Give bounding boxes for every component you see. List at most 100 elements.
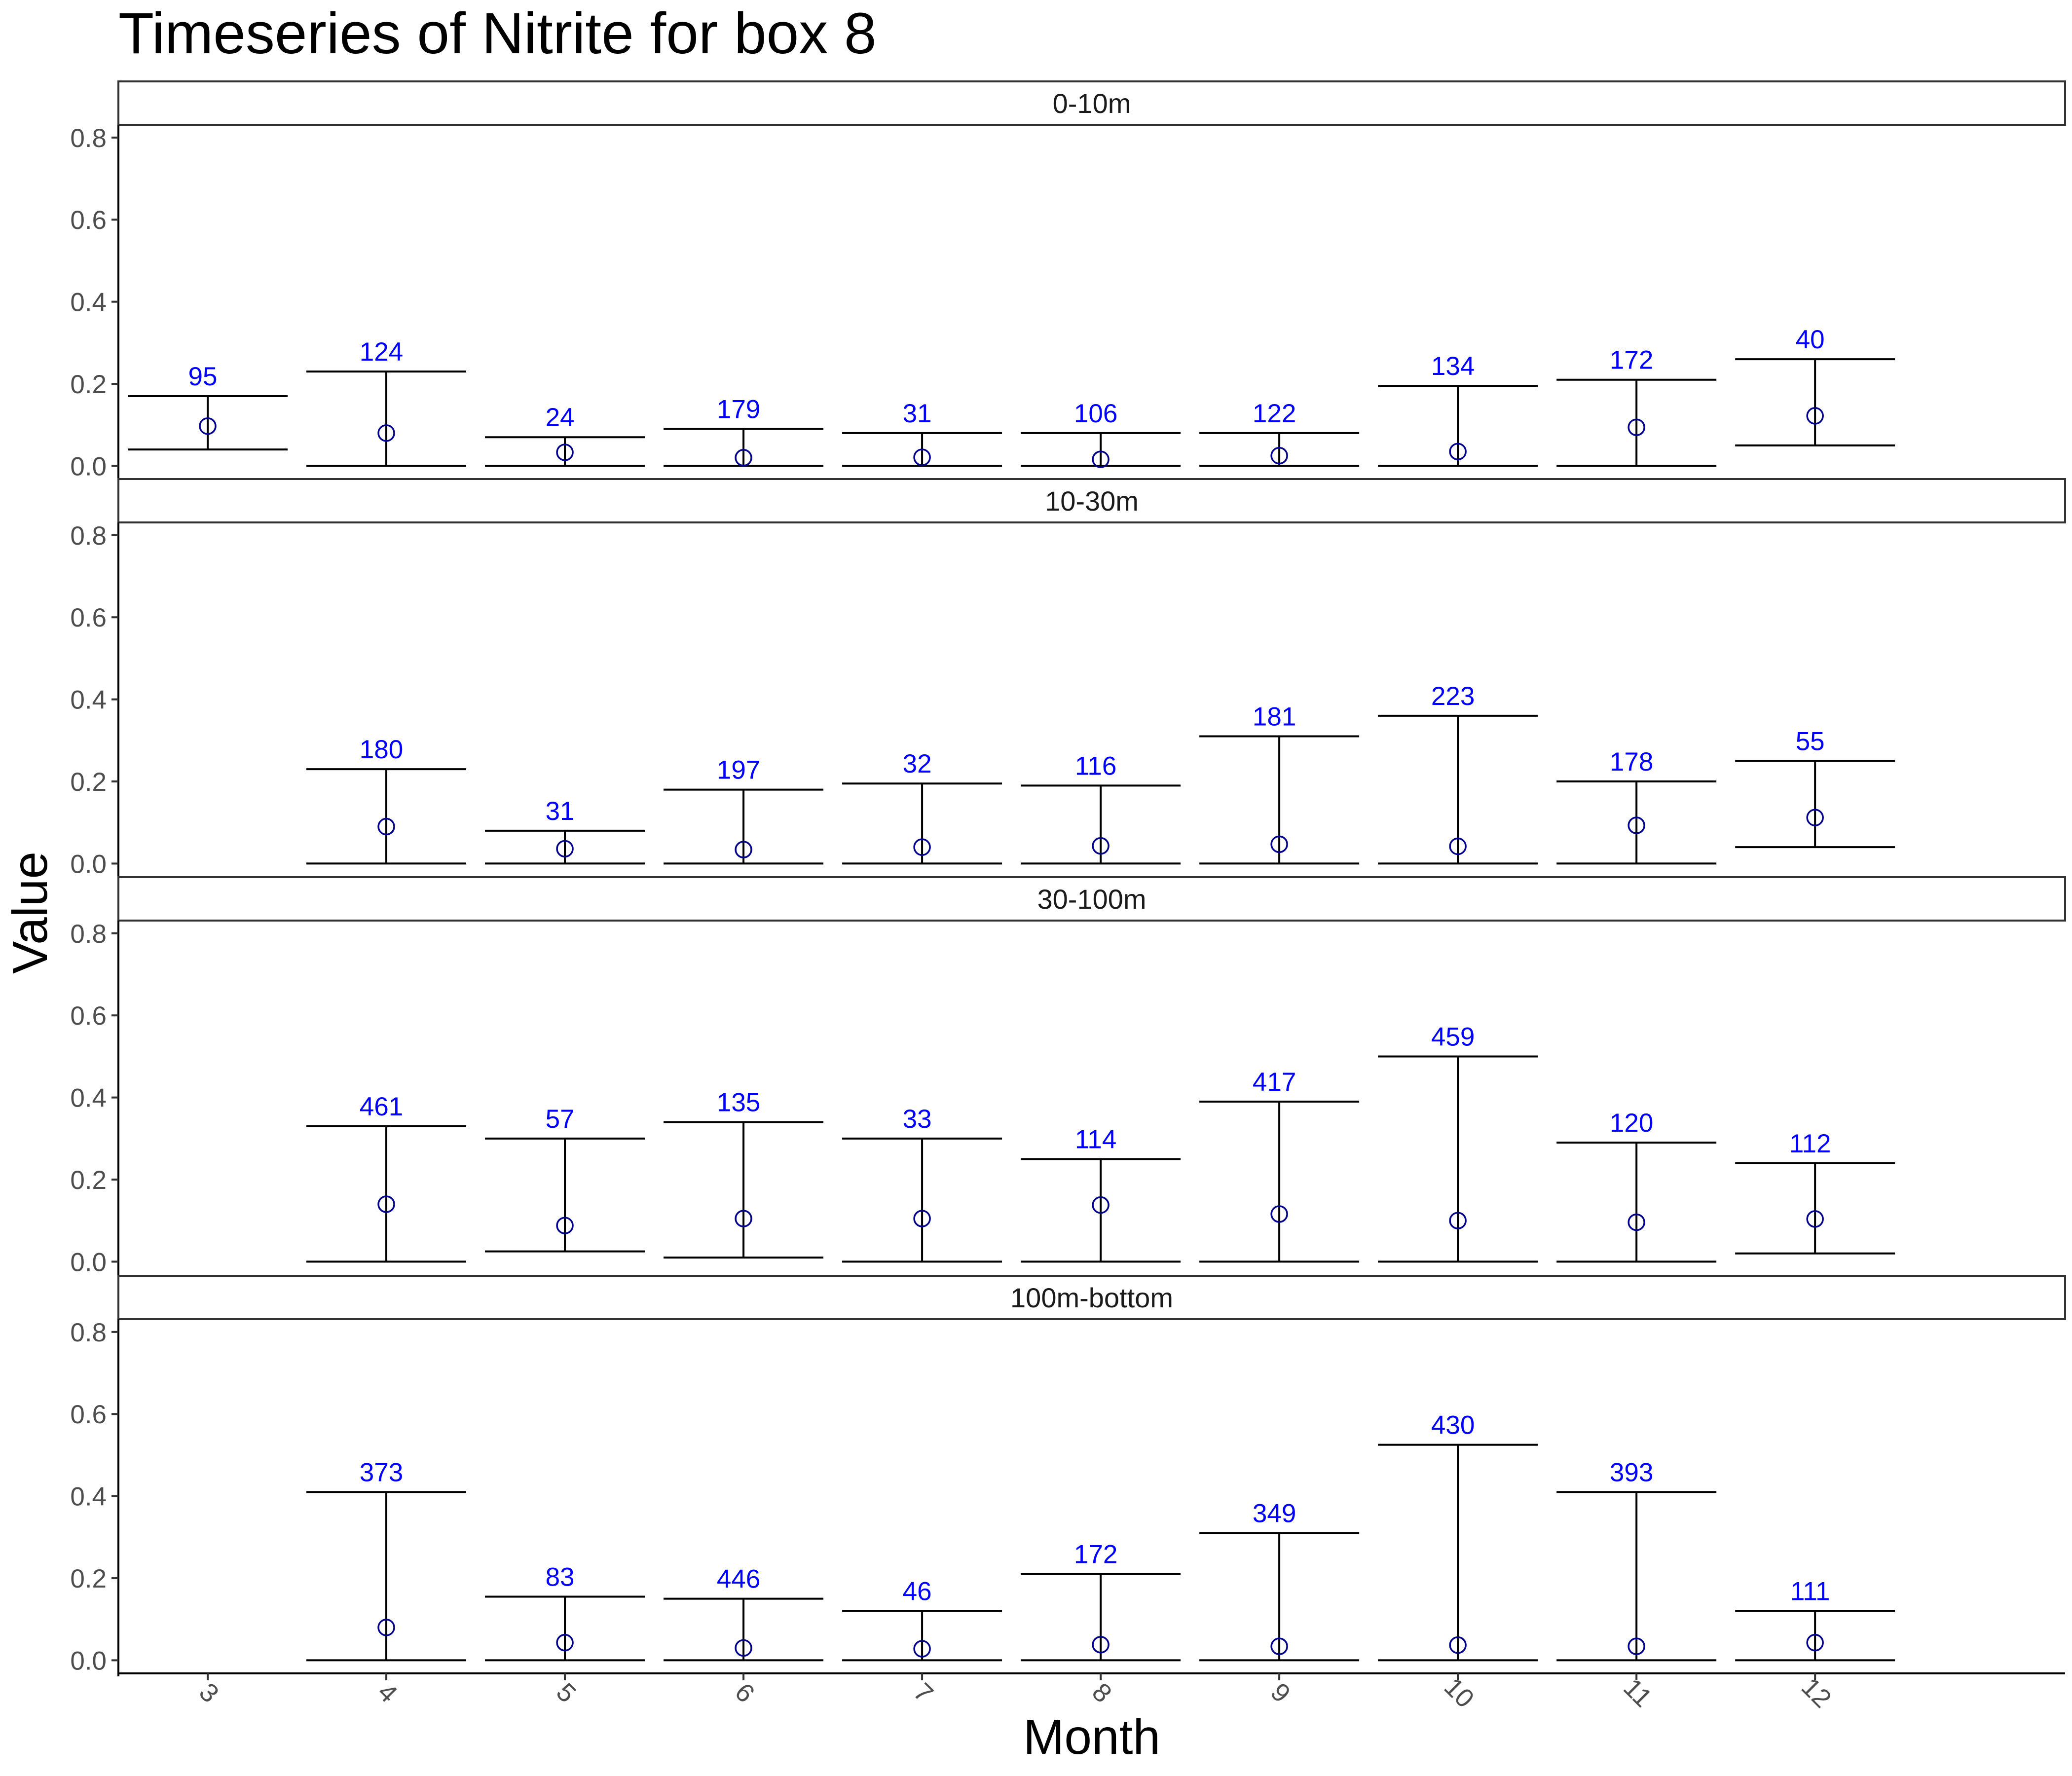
x-tick-label: 10 [1439, 1672, 1480, 1713]
count-label: 122 [1253, 399, 1296, 428]
errorbar-month-3: 95 [128, 362, 288, 451]
errorbar-month-11: 120 [1556, 1109, 1717, 1263]
y-tick-label: 0.6 [70, 1001, 107, 1031]
errorbar-month-11: 178 [1556, 747, 1717, 865]
y-tick-label: 0.4 [70, 1482, 107, 1512]
y-tick-label: 0.4 [70, 288, 107, 317]
y-tick-label: 0.2 [70, 768, 107, 797]
mean-point [1628, 816, 1645, 834]
y-tick-label: 0.8 [70, 1318, 107, 1347]
panel-10-30m: 10-30m 0.0 0.2 0.4 0.6 0.8 180 31 197 32 116 181 223… [70, 478, 2066, 879]
mean-point [1628, 1637, 1645, 1655]
count-label: 24 [546, 403, 575, 432]
strip-box [117, 1275, 2066, 1320]
x-tick-label: 3 [193, 1677, 224, 1708]
errorbar-month-7: 33 [842, 1105, 1002, 1263]
strip-box [117, 80, 2066, 126]
errorbar-month-9: 349 [1199, 1499, 1360, 1662]
x-tick-label: 11 [1618, 1673, 1658, 1713]
mean-point [913, 1210, 931, 1227]
mean-point [199, 417, 217, 435]
mean-point [913, 1640, 931, 1658]
count-label: 40 [1796, 325, 1825, 354]
count-label: 120 [1610, 1109, 1653, 1138]
chart-title: Timeseries of Nitrite for box 8 [118, 1, 877, 66]
errorbar-month-12: 111 [1735, 1577, 1895, 1662]
mean-point [1270, 1205, 1288, 1223]
count-label: 112 [1789, 1129, 1831, 1158]
count-label: 172 [1074, 1540, 1117, 1569]
count-label: 31 [903, 399, 932, 428]
errorbar-month-7: 31 [842, 399, 1002, 467]
mean-point [1628, 1213, 1645, 1231]
errorbar-month-9: 122 [1199, 399, 1360, 467]
y-tick-label: 0.8 [70, 124, 107, 153]
errorbar-month-4: 373 [306, 1458, 467, 1662]
errorbar-month-9: 417 [1199, 1068, 1360, 1263]
errorbar-month-8: 114 [1021, 1125, 1181, 1263]
mean-point [556, 840, 574, 858]
count-label: 57 [546, 1105, 575, 1134]
facet-panels: 0-10m 0.0 0.2 0.4 0.6 0.8 95 124 24 179 31 106 122 13… [70, 80, 2066, 1676]
errorbar-month-8: 172 [1021, 1540, 1181, 1662]
mean-point [1449, 837, 1467, 855]
mean-point [735, 449, 752, 467]
errorbar-month-5: 57 [485, 1105, 645, 1253]
errorbar-month-12: 112 [1735, 1129, 1895, 1255]
mean-point [913, 448, 931, 466]
errorbar-month-6: 197 [664, 756, 824, 865]
mean-point [1092, 837, 1110, 855]
errorbar-month-6: 179 [664, 395, 824, 467]
count-label: 197 [717, 756, 760, 785]
count-label: 83 [546, 1562, 575, 1591]
errorbar-month-7: 46 [842, 1577, 1002, 1662]
mean-point [377, 424, 395, 442]
count-label: 178 [1610, 747, 1653, 777]
mean-point [1628, 418, 1645, 436]
errorbar-month-5: 31 [485, 797, 645, 865]
panel-100m-bottom: 100m-bottom 0.0 0.2 0.4 0.6 0.8 373 83 446 46 172 3… [70, 1275, 2066, 1676]
count-label: 111 [1790, 1577, 1830, 1606]
x-tick-label: 5 [551, 1677, 582, 1708]
mean-point [1806, 1210, 1824, 1228]
mean-point [556, 444, 574, 461]
y-tick-label: 0.8 [70, 920, 107, 949]
count-label: 180 [360, 735, 403, 764]
x-tick-label: 9 [1265, 1677, 1296, 1708]
count-label: 55 [1796, 727, 1825, 756]
y-tick-label: 0.4 [70, 686, 107, 715]
x-axis: 3 4 5 6 7 8 9 10 11 12 [118, 1672, 2065, 1713]
strip-label: 30-100m [1037, 884, 1146, 915]
errorbar-month-10: 223 [1378, 682, 1538, 865]
errorbar-month-9: 181 [1199, 703, 1360, 865]
strip-label: 10-30m [1045, 485, 1139, 517]
y-tick-label: 0.6 [70, 603, 107, 632]
y-tick-label: 0.0 [70, 1248, 107, 1277]
panel-0-10m: 0-10m 0.0 0.2 0.4 0.6 0.8 95 124 24 179 31 106 122 13… [70, 80, 2066, 481]
count-label: 461 [360, 1092, 403, 1121]
mean-point [1806, 1633, 1824, 1652]
x-tick-label: 6 [729, 1677, 760, 1708]
mean-point [735, 1639, 752, 1657]
mean-point [1449, 1212, 1467, 1229]
count-label: 430 [1431, 1411, 1475, 1440]
count-label: 114 [1075, 1125, 1117, 1154]
errorbar-month-8: 106 [1021, 399, 1181, 468]
errorbar-month-10: 134 [1378, 352, 1538, 467]
mean-point [1806, 407, 1824, 425]
count-label: 124 [360, 337, 403, 367]
errorbar-month-4: 124 [306, 337, 467, 467]
mean-point [1092, 1196, 1110, 1214]
count-label: 106 [1074, 399, 1117, 428]
strip-label: 100m-bottom [1010, 1282, 1173, 1313]
mean-point [377, 817, 395, 836]
x-tick-label: 12 [1796, 1672, 1837, 1713]
count-label: 31 [546, 797, 575, 826]
y-tick-label: 0.0 [70, 1646, 107, 1675]
errorbar-month-4: 461 [306, 1092, 467, 1263]
mean-point [1806, 809, 1824, 827]
y-tick-label: 0.4 [70, 1084, 107, 1113]
count-label: 46 [903, 1577, 932, 1606]
x-tick-label: 4 [372, 1677, 403, 1708]
